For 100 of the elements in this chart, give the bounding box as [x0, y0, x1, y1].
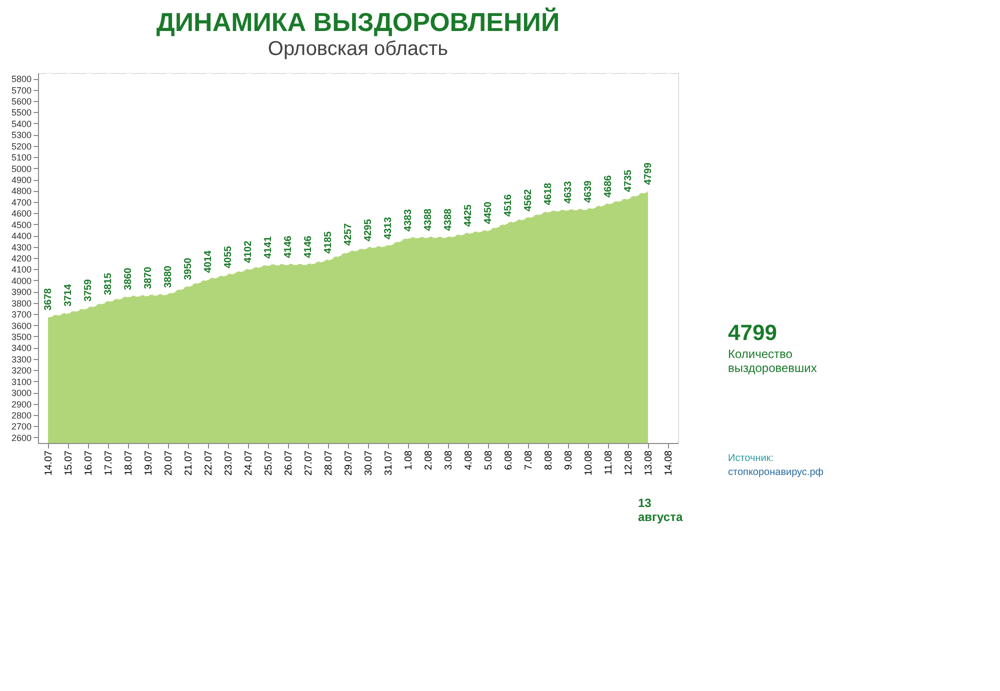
data-label: 4185	[323, 230, 334, 254]
data-label: 4383	[403, 208, 414, 232]
text: 4799	[728, 320, 777, 345]
y-tick-label: 3800	[11, 298, 32, 308]
y-tick-label: 2800	[11, 410, 32, 420]
y-tick-label: 2900	[11, 399, 32, 410]
x-tick-label: 6.08	[504, 450, 514, 470]
y-tick-label: 5300	[11, 130, 32, 140]
y-tick-label: 4300	[11, 242, 32, 252]
y-tick-label: 4000	[11, 276, 32, 286]
data-label: 3815	[103, 272, 114, 296]
x-tick-label: 16.07	[84, 450, 94, 476]
chart-subtitle: Орловская область	[268, 38, 448, 60]
y-tick-label: 5200	[11, 141, 32, 152]
data-label: 3678	[43, 288, 54, 311]
y-tick-label: 3400	[11, 343, 32, 354]
text: Количество выздоровевших	[728, 347, 817, 375]
data-label: 3714	[63, 284, 74, 306]
data-label: 3880	[163, 265, 174, 288]
y-tick-label: 3100	[11, 376, 32, 387]
x-tick-label: 19.07	[144, 450, 154, 476]
x-tick-label: 2.08	[424, 450, 434, 470]
x-tick-label: 13.08	[644, 450, 654, 476]
y-tick-label: 4400	[11, 231, 32, 242]
x-tick-label: 26.07	[284, 450, 294, 476]
x-tick-label: 22.07	[204, 450, 214, 476]
data-label: 4055	[223, 246, 234, 268]
y-tick-label: 5600	[11, 96, 32, 107]
y-tick-label: 4900	[11, 175, 32, 186]
y-tick-label: 4700	[11, 197, 32, 208]
data-label: 4141	[263, 236, 274, 259]
y-tick-label: 2700	[11, 422, 32, 432]
x-tick-label: 24.07	[244, 450, 254, 476]
data-label: 4295	[363, 218, 374, 242]
x-tick-label: 9.08	[564, 450, 574, 470]
x-tick-label: 7.08	[524, 450, 534, 470]
x-tick-label: 28.07	[324, 450, 334, 476]
data-label: 3759	[83, 278, 94, 302]
y-tick-label: 4600	[11, 208, 32, 219]
y-tick-label: 5000	[11, 164, 32, 174]
data-label: 4102	[243, 240, 254, 263]
x-tick-label: 25.07	[264, 450, 274, 476]
text: стопкоронавирус.рф	[728, 467, 824, 478]
data-label: 4014	[203, 250, 214, 273]
x-tick-label: 18.07	[124, 450, 134, 476]
y-tick-label: 3500	[11, 332, 32, 342]
x-tick-label: 31.07	[384, 450, 394, 476]
y-tick-label: 4100	[11, 264, 32, 275]
text: Источник:	[728, 453, 774, 464]
y-tick-label: 5700	[11, 85, 32, 96]
data-label: 4146	[283, 235, 294, 258]
data-label: 4425	[463, 204, 474, 227]
data-label: 3860	[123, 267, 134, 290]
x-tick-label: 14.07	[44, 450, 54, 476]
data-label: 3870	[143, 266, 154, 289]
y-tick-label: 5400	[11, 118, 32, 129]
y-tick-label: 3700	[11, 310, 32, 320]
x-tick-label: 5.08	[484, 450, 494, 470]
x-tick-label: 12.08	[624, 450, 634, 476]
text: 13 августа	[638, 496, 683, 524]
x-tick-label: 21.07	[184, 450, 194, 476]
y-tick-label: 3900	[11, 287, 32, 298]
y-tick-label: 4800	[11, 186, 32, 196]
x-tick-label: 3.08	[444, 450, 454, 470]
data-label: 4257	[343, 222, 354, 246]
data-label: 4388	[423, 208, 434, 231]
x-tick-label: 15.07	[64, 450, 74, 476]
data-label: 4146	[303, 235, 314, 258]
chart-title: ДИНАМИКА ВЫЗДОРОВЛЕНИЙ	[156, 7, 560, 37]
y-tick-label: 5800	[11, 74, 32, 84]
data-label: 4799	[643, 162, 654, 185]
data-label: 4639	[583, 180, 594, 203]
x-tick-label: 20.07	[164, 450, 174, 476]
data-label: 4313	[383, 216, 394, 240]
data-label: 4686	[603, 174, 614, 198]
y-tick-label: 5500	[11, 108, 32, 118]
x-tick-label: 29.07	[344, 450, 354, 476]
y-tick-label: 4500	[11, 220, 32, 230]
x-tick-label: 8.08	[544, 450, 554, 470]
data-label: 4735	[623, 169, 634, 192]
y-tick-label: 4200	[11, 254, 32, 264]
x-tick-label: 27.07	[304, 450, 314, 476]
y-tick-label: 5100	[11, 152, 32, 163]
data-label: 3950	[183, 257, 194, 280]
y-tick-label: 3300	[11, 354, 32, 364]
x-tick-label: 11.08	[604, 450, 614, 475]
data-label: 4633	[563, 180, 574, 204]
x-tick-label: 14.08	[664, 450, 674, 476]
x-tick-label: 17.07	[104, 450, 114, 476]
y-tick-label: 2600	[11, 432, 32, 443]
x-tick-label: 4.08	[464, 450, 474, 470]
y-tick-label: 3000	[11, 388, 32, 398]
data-label: 4562	[523, 188, 534, 212]
x-tick-label: 10.08	[584, 450, 594, 476]
x-tick-label: 30.07	[364, 450, 374, 476]
y-tick-label: 3600	[11, 320, 32, 331]
y-tick-label: 3200	[11, 366, 32, 376]
data-label: 4618	[543, 182, 554, 206]
x-tick-label: 23.07	[224, 450, 234, 476]
data-label: 4516	[503, 194, 514, 217]
